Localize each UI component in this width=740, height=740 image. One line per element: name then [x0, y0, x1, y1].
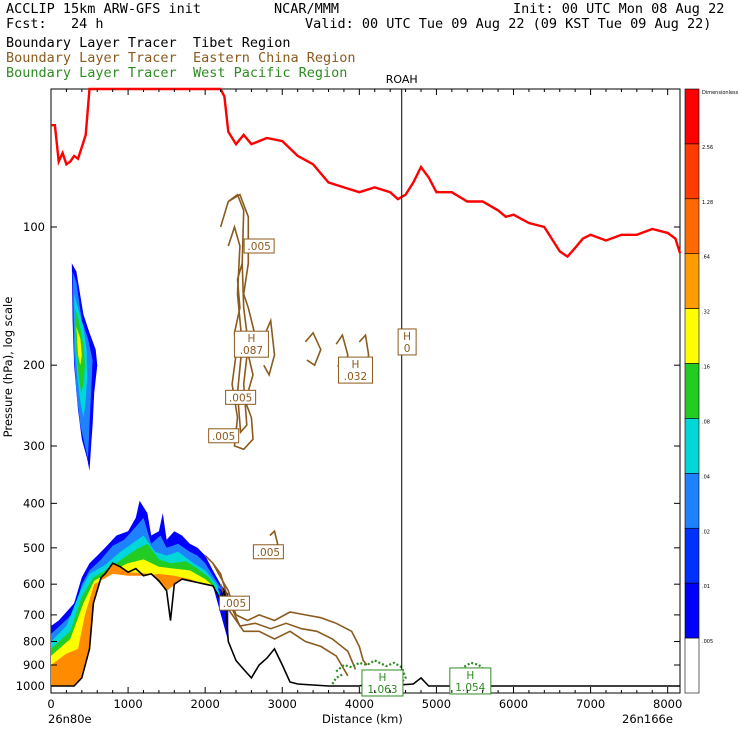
- eastern-china-contour-3: [262, 317, 276, 378]
- legend-eastern-china-prefix: Boundary Layer Tracer: [6, 50, 193, 66]
- contour-label-h-9: H: [379, 672, 387, 684]
- contour-label-value-5: .005: [229, 392, 252, 404]
- colorbar-swatch-5: [684, 308, 700, 364]
- colorbar-label-5: .32: [702, 310, 710, 316]
- tibet-tracer-fill-low-1: [51, 500, 229, 686]
- tibet-tracer-fill-low-5: [51, 559, 213, 686]
- terrain-line: [51, 562, 680, 687]
- x-tick-label-4: 3000: [268, 697, 297, 711]
- colorbar-label-10: .01: [702, 584, 710, 590]
- contour-label-box-1: [243, 238, 275, 254]
- y-tick-label-1: 100: [23, 220, 45, 234]
- colorbar-label-6: .16: [702, 365, 710, 371]
- roah-marker-label: ROAH: [386, 73, 418, 86]
- header-center-line1: NCAR/MMM: [274, 1, 340, 17]
- colorbar-swatch-4: [684, 253, 700, 309]
- header-left-line1: ACCLIP 15km ARW-GFS init: [6, 1, 202, 17]
- colorbar-swatch-2: [684, 143, 700, 200]
- x-tick-label-3: 2000: [191, 697, 220, 711]
- colorbar-label-1: Dimensionless: [702, 90, 739, 96]
- contour-label-h-10: H: [466, 670, 474, 682]
- contour-label-box-10: [449, 667, 492, 695]
- legend-eastern-china: Boundary Layer Tracer Eastern China Regi…: [6, 51, 356, 66]
- y-tick-label-6: 600: [23, 577, 45, 591]
- tibet-tracer-fill-upper-5: [76, 326, 82, 366]
- colorbar-label-11: .005: [702, 639, 713, 645]
- eastern-china-contour-8: [204, 555, 368, 666]
- colorbar-label-4: .64: [702, 255, 710, 261]
- colorbar-label-3: 1.28: [702, 200, 713, 206]
- x-right-endpoint: 26n166e: [622, 712, 673, 726]
- colorbar-label-9: .02: [702, 529, 710, 535]
- eastern-china-contour-10: [219, 583, 349, 677]
- legend-west-pacific-prefix: Boundary Layer Tracer: [6, 65, 193, 81]
- contour-label-value-8: .005: [223, 598, 246, 610]
- contour-label-box-9: [361, 669, 404, 697]
- contour-label-h-2: H: [247, 333, 255, 345]
- y-axis-label: Pressure (hPa), log scale: [1, 296, 15, 438]
- tropopause-line: [51, 87, 682, 259]
- colorbar-swatch-11: [684, 637, 700, 694]
- colorbar-swatch-10: [684, 582, 700, 639]
- x-tick-label-6: 5000: [422, 697, 451, 711]
- contour-label-value-2: .087: [240, 345, 263, 357]
- contour-label-box-5: [225, 389, 257, 405]
- y-tick-label-7: 700: [23, 608, 45, 622]
- tibet-tracer-fill-low-6: [51, 563, 206, 686]
- contour-label-value-7: .005: [257, 547, 280, 559]
- contour-label-box-7: [252, 544, 284, 560]
- x-tick-label-9: 8000: [653, 697, 682, 711]
- contour-label-h-3: H: [403, 331, 411, 343]
- contour-label-box-6: [208, 428, 240, 444]
- x-tick-label-7: 6000: [499, 697, 528, 711]
- y-tick-label-4: 400: [23, 496, 45, 510]
- legend-west-pacific: Boundary Layer Tracer West Pacific Regio…: [6, 66, 347, 81]
- y-tick-label-9: 900: [23, 658, 45, 672]
- colorbar-swatch-9: [684, 527, 700, 584]
- contour-label-value-9: 1.063: [367, 684, 397, 696]
- y-tick-label-2: 200: [23, 358, 45, 372]
- x-tick-label-5: 4000: [345, 697, 374, 711]
- contour-label-value-3: 0: [404, 343, 411, 355]
- contour-label-box-4: [337, 356, 373, 384]
- legend-west-pacific-region: West Pacific Region: [192, 65, 348, 81]
- contour-label-value-1: .005: [247, 241, 270, 253]
- x-left-endpoint: 26n80e: [48, 712, 92, 726]
- header-init-time: Init: 00 UTC Mon 08 Aug 22: [513, 1, 725, 17]
- y-tick-label-3: 300: [23, 439, 45, 453]
- contour-label-box-3: [397, 328, 417, 356]
- colorbar-swatch-8: [684, 473, 700, 529]
- header-left-line2: Fcst: 24 h: [6, 16, 104, 32]
- contour-label-value-10: 1.054: [455, 682, 485, 694]
- contour-label-value-6: .005: [212, 431, 235, 443]
- y-tick-label-8: 800: [23, 635, 45, 649]
- x-tick-label-1: 0: [47, 697, 54, 711]
- y-tick-label-10: 1000: [16, 679, 45, 693]
- legend-tibet: Boundary Layer Tracer Tibet Region: [6, 35, 291, 51]
- contour-label-box-2: [233, 330, 269, 358]
- colorbar-label-7: .08: [702, 419, 710, 425]
- plot-frame: [50, 88, 681, 694]
- contour-label-value-4: .032: [344, 371, 367, 383]
- header-valid-time: Valid: 00 UTC Tue 09 Aug 22 (09 KST Tue …: [305, 16, 712, 32]
- eastern-china-contour-4: [304, 331, 322, 367]
- x-tick-label-2: 1000: [113, 697, 142, 711]
- colorbar-swatch-6: [684, 363, 700, 419]
- colorbar-swatch-7: [684, 418, 700, 474]
- contour-label-h-4: H: [352, 359, 360, 371]
- colorbar-label-2: 2.56: [702, 145, 713, 151]
- x-tick-label-8: 7000: [576, 697, 605, 711]
- legend-eastern-china-region: Eastern China Region: [192, 50, 356, 66]
- contour-label-box-8: [218, 595, 250, 611]
- colorbar-label-8: .04: [702, 474, 710, 480]
- west-pacific-contour-2: [331, 672, 345, 685]
- colorbar-swatch-1: [684, 88, 700, 145]
- x-axis-label: Distance (km): [322, 712, 403, 726]
- y-tick-label-5: 500: [23, 541, 45, 555]
- colorbar-swatch-3: [684, 198, 700, 255]
